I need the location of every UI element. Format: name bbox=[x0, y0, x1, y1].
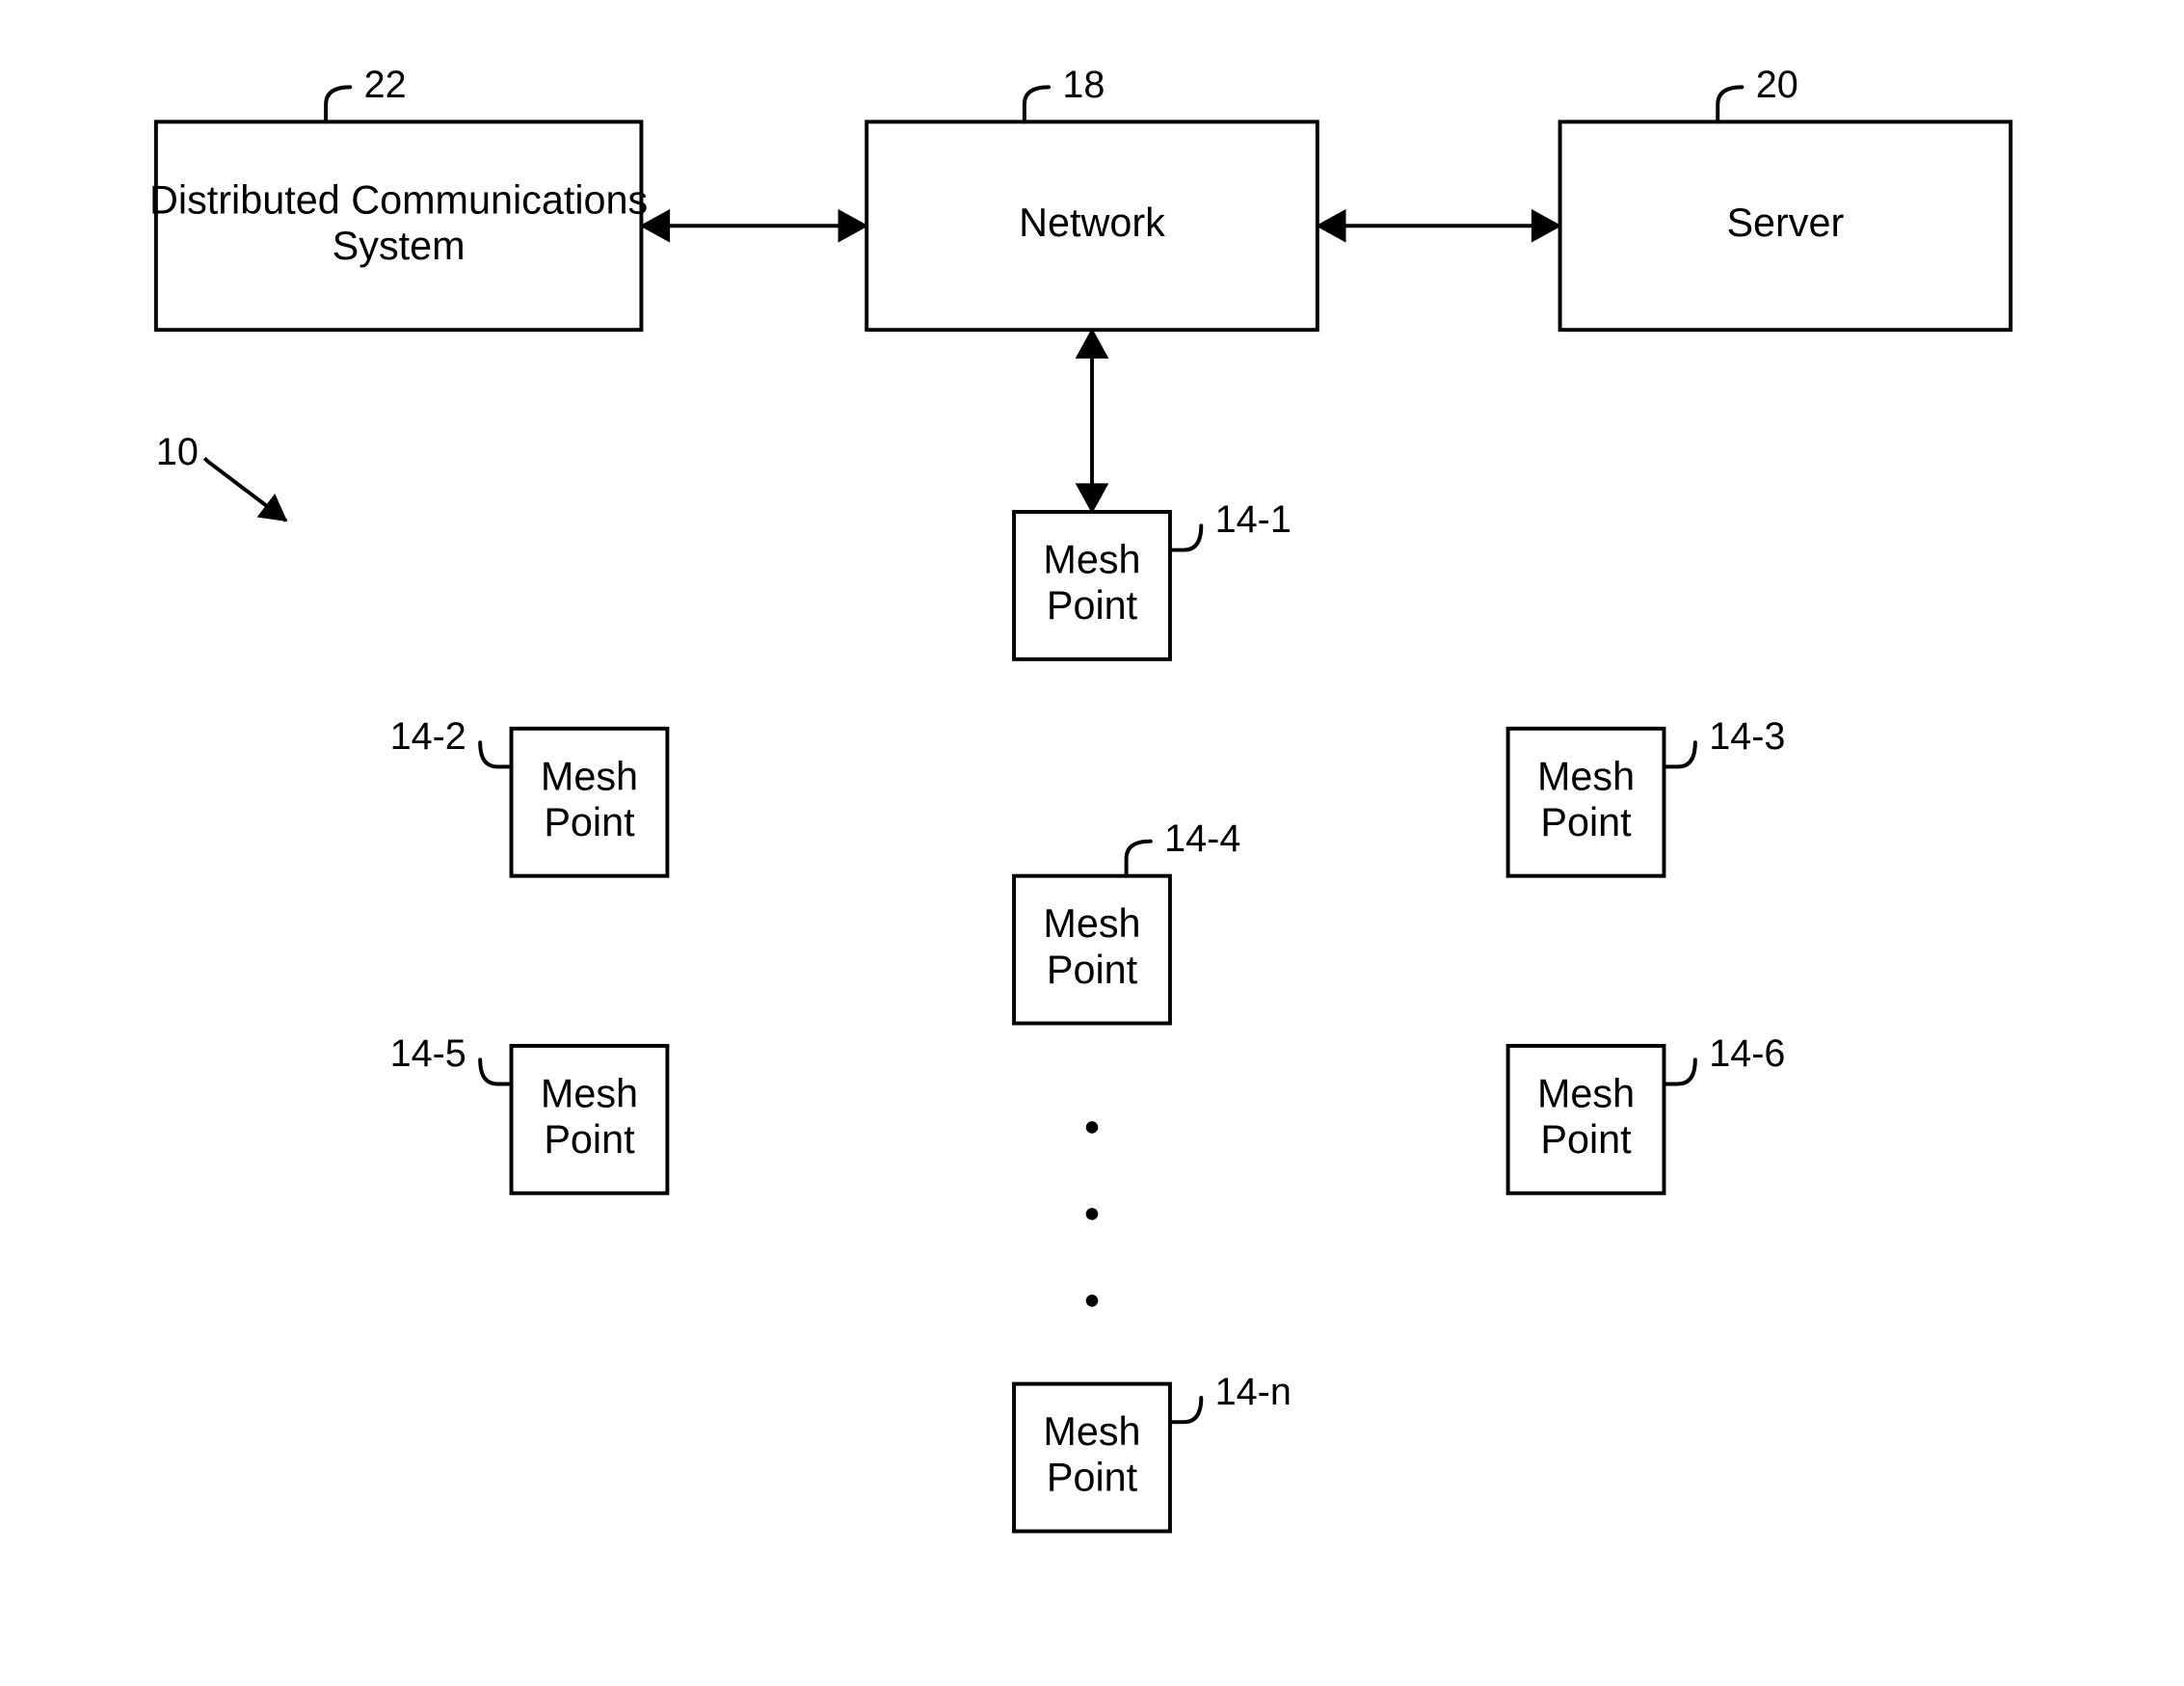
node-mp3-label: Mesh bbox=[1537, 754, 1635, 798]
node-dcs-label: Distributed Communications bbox=[149, 177, 648, 222]
node-mpn-label: Mesh bbox=[1043, 1409, 1140, 1454]
ref-tick-network bbox=[1025, 87, 1049, 121]
ref-label-mp5: 14-5 bbox=[390, 1032, 466, 1075]
ellipsis-dot-0 bbox=[1086, 1121, 1099, 1134]
ref-tick-mp1 bbox=[1170, 525, 1201, 549]
node-network-label: Network bbox=[1019, 201, 1165, 245]
node-mp5-label: Mesh bbox=[541, 1071, 638, 1115]
ref-tick-server bbox=[1718, 87, 1742, 121]
ref-tick-dcs bbox=[326, 87, 350, 121]
node-mp5-label: Point bbox=[544, 1117, 635, 1162]
ref-label-mp6: 14-6 bbox=[1709, 1032, 1785, 1075]
ref-label-mpn: 14-n bbox=[1215, 1371, 1292, 1413]
ref-tick-mp3 bbox=[1664, 742, 1694, 766]
ref-tick-mp6 bbox=[1664, 1059, 1694, 1084]
node-mp6-label: Point bbox=[1540, 1117, 1632, 1162]
ref-label-mp1: 14-1 bbox=[1215, 498, 1292, 541]
figure-ref-lead bbox=[204, 458, 208, 462]
arrowhead bbox=[839, 210, 866, 241]
node-mp6-label: Mesh bbox=[1537, 1071, 1635, 1115]
node-mp4-label: Mesh bbox=[1043, 901, 1140, 946]
arrowhead bbox=[1532, 210, 1560, 241]
node-mp2-label: Mesh bbox=[541, 754, 638, 798]
ref-tick-mpn bbox=[1170, 1398, 1201, 1422]
figure-ref-label: 10 bbox=[156, 431, 199, 473]
ref-label-server: 20 bbox=[1756, 64, 1798, 106]
ref-label-network: 18 bbox=[1062, 64, 1105, 106]
network-diagram: Distributed CommunicationsSystem 22 Networ… bbox=[0, 0, 2184, 1686]
node-mp3-label: Point bbox=[1540, 800, 1632, 844]
ref-label-mp3: 14-3 bbox=[1709, 715, 1785, 758]
ref-label-mp4: 14-4 bbox=[1164, 817, 1240, 860]
ref-tick-mp4 bbox=[1127, 842, 1151, 876]
ellipsis-dot-2 bbox=[1086, 1295, 1099, 1307]
arrowhead bbox=[1318, 210, 1345, 241]
ref-tick-mp2 bbox=[480, 742, 511, 766]
node-mp1-label: Mesh bbox=[1043, 538, 1140, 582]
ellipsis-dot-1 bbox=[1086, 1208, 1099, 1220]
node-server-label: Server bbox=[1726, 201, 1844, 245]
figure-ref-arrowhead bbox=[258, 495, 285, 521]
node-mp1-label: Point bbox=[1047, 583, 1138, 628]
node-dcs-label: System bbox=[333, 224, 466, 268]
arrowhead bbox=[1077, 484, 1107, 512]
node-mp2-label: Point bbox=[544, 800, 635, 844]
node-mpn-label: Point bbox=[1047, 1456, 1138, 1500]
ref-label-mp2: 14-2 bbox=[390, 715, 466, 758]
ref-label-dcs: 22 bbox=[364, 64, 407, 106]
ref-tick-mp5 bbox=[480, 1059, 511, 1084]
arrowhead bbox=[1077, 330, 1107, 358]
node-mp4-label: Point bbox=[1047, 948, 1138, 992]
